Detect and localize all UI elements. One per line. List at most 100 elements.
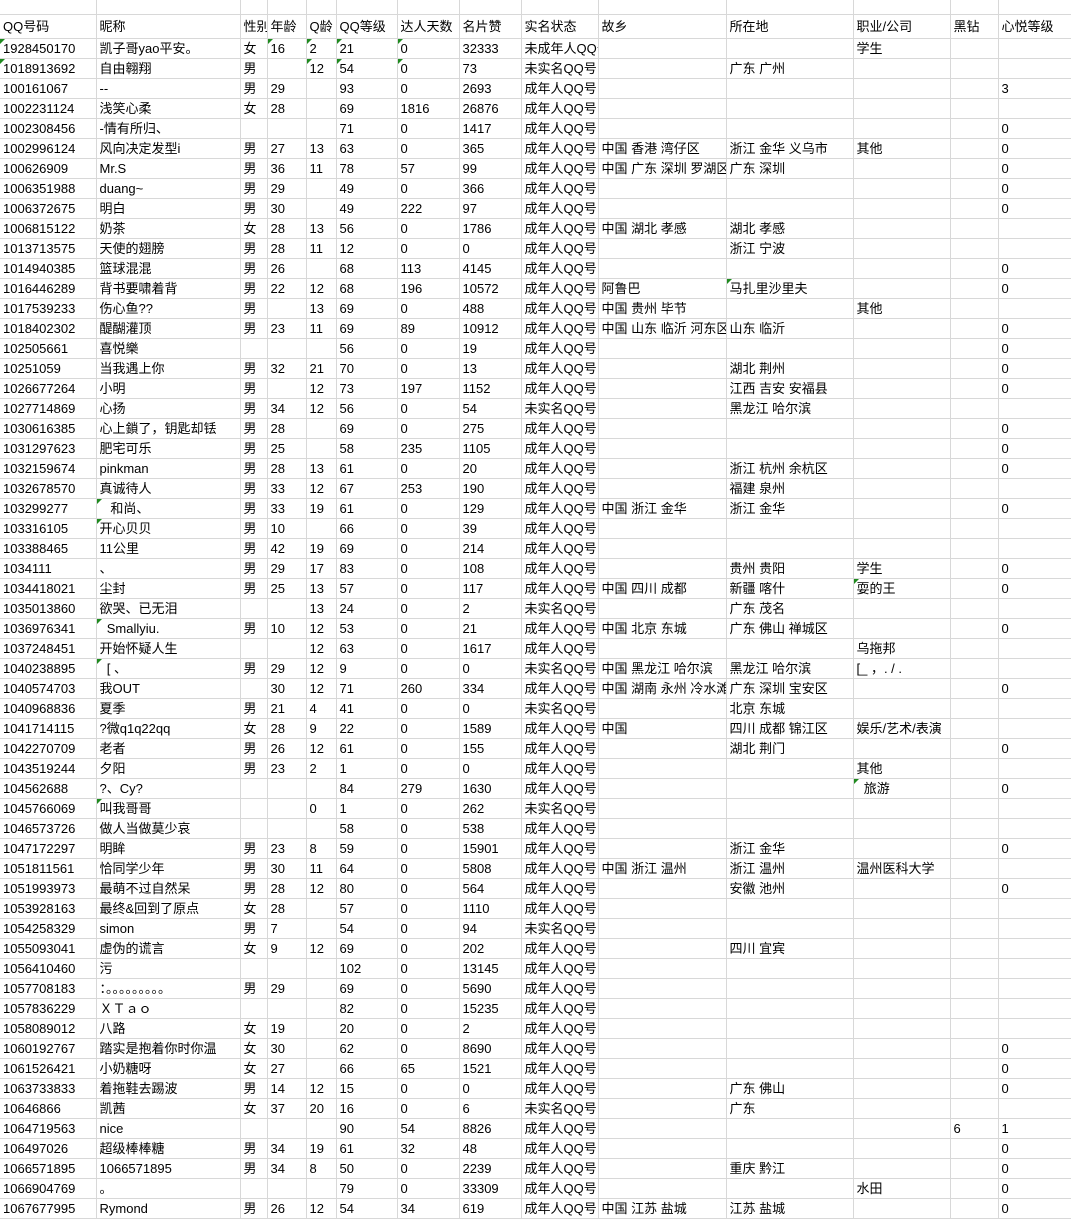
cell-xinyue[interactable] [998,918,1071,939]
cell-status[interactable]: 成年人QQ号 [521,258,599,279]
cell-job[interactable] [853,538,951,559]
cell-age[interactable] [267,338,307,359]
cell-nick[interactable]: [ 、 [96,658,241,679]
cell-location[interactable] [726,98,854,119]
cell-level[interactable]: 56 [336,338,398,359]
cell-xinyue[interactable] [998,218,1071,239]
cell-job[interactable] [853,318,951,339]
cell-diamond[interactable] [950,138,999,159]
cell-qage[interactable] [306,118,337,139]
cell-gender[interactable] [240,778,268,799]
cell-location[interactable] [726,978,854,999]
cell-level[interactable]: 69 [336,298,398,319]
cell-likes[interactable]: 2 [459,1018,522,1039]
cell-qq[interactable]: 1030616385 [0,418,97,439]
cell-job[interactable] [853,98,951,119]
cell-xinyue[interactable]: 0 [998,138,1071,159]
cell-xinyue[interactable] [998,658,1071,679]
cell-qq[interactable]: 1066904769 [0,1178,97,1199]
cell-qage[interactable]: 11 [306,238,337,259]
cell-diamond[interactable] [950,1158,999,1179]
cell-likes[interactable]: 2239 [459,1158,522,1179]
cell-hometown[interactable] [598,58,727,79]
cell-diamond[interactable] [950,678,999,699]
cell-status[interactable]: 未实名QQ号 [521,598,599,619]
cell-job[interactable] [853,798,951,819]
cell-xinyue[interactable] [998,758,1071,779]
cell-hometown[interactable]: 中国 江苏 盐城 [598,1198,727,1219]
cell-nick[interactable]: ?微q1q22qq [96,718,241,739]
cell-age[interactable]: 37 [267,1098,307,1119]
cell-age[interactable]: 33 [267,478,307,499]
cell-hometown[interactable]: 中国 湖北 孝感 [598,218,727,239]
cell-xinyue[interactable] [998,978,1071,999]
cell-qage[interactable]: 21 [306,358,337,379]
cell-age[interactable] [267,778,307,799]
cell-likes[interactable]: 0 [459,698,522,719]
cell-likes[interactable]: 10912 [459,318,522,339]
cell-qq[interactable]: 10646866 [0,1098,97,1119]
cell-location[interactable] [726,438,854,459]
cell-level[interactable]: 69 [336,318,398,339]
cell-qage[interactable] [306,178,337,199]
cell-gender[interactable]: 男 [240,458,268,479]
cell-job[interactable] [853,178,951,199]
cell-days[interactable]: 0 [397,578,460,599]
cell-likes[interactable]: 1589 [459,718,522,739]
cell-qq[interactable]: 1040574703 [0,678,97,699]
column-header-nick[interactable]: 昵称 [96,14,241,39]
cell-qage[interactable] [306,978,337,999]
cell-level[interactable]: 73 [336,378,398,399]
cell-location[interactable] [726,818,854,839]
cell-qage[interactable]: 11 [306,158,337,179]
cell-qage[interactable] [306,898,337,919]
cell-age[interactable]: 29 [267,558,307,579]
cell-days[interactable]: 0 [397,338,460,359]
cell-gender[interactable]: 女 [240,1018,268,1039]
cell-job[interactable] [853,518,951,539]
cell-gender[interactable]: 女 [240,1038,268,1059]
cell-hometown[interactable]: 中国 香港 湾仔区 [598,138,727,159]
cell-age[interactable]: 16 [267,38,307,59]
cell-location[interactable]: 湖北 孝感 [726,218,854,239]
cell-status[interactable]: 未实名QQ号 [521,918,599,939]
cell-likes[interactable]: 21 [459,618,522,639]
cell-qage[interactable]: 12 [306,378,337,399]
cell-gender[interactable]: 男 [240,738,268,759]
cell-location[interactable]: 黑龙江 哈尔滨 [726,658,854,679]
cell-gender[interactable]: 男 [240,398,268,419]
cell-days[interactable]: 34 [397,1198,460,1219]
cell-gender[interactable]: 女 [240,938,268,959]
cell-job[interactable] [853,278,951,299]
cell-days[interactable]: 260 [397,678,460,699]
cell-location[interactable] [726,1038,854,1059]
cell-hometown[interactable] [598,638,727,659]
cell-status[interactable]: 成年人QQ号 [521,958,599,979]
cell-likes[interactable]: 0 [459,658,522,679]
cell-level[interactable]: 67 [336,478,398,499]
cell-nick[interactable]: 小明 [96,378,241,399]
cell-days[interactable]: 0 [397,1038,460,1059]
cell-level[interactable]: 41 [336,698,398,719]
cell-level[interactable]: 80 [336,878,398,899]
cell-qage[interactable]: 12 [306,398,337,419]
cell-days[interactable]: 0 [397,298,460,319]
cell-status[interactable]: 成年人QQ号 [521,938,599,959]
cell-location[interactable] [726,118,854,139]
cell-likes[interactable]: 48 [459,1138,522,1159]
cell-gender[interactable]: 女 [240,98,268,119]
cell-job[interactable] [853,1078,951,1099]
cell-qq[interactable]: 1058089012 [0,1018,97,1039]
cell-qage[interactable]: 9 [306,718,337,739]
cell-age[interactable]: 28 [267,98,307,119]
cell-qq[interactable]: 1034111 [0,558,97,579]
cell-job[interactable] [853,238,951,259]
cell-qq[interactable]: 1042270709 [0,738,97,759]
cell-nick[interactable]: 叫我哥哥 [96,798,241,819]
cell-diamond[interactable]: 6 [950,1118,999,1139]
cell-xinyue[interactable]: 3 [998,78,1071,99]
cell-level[interactable]: 9 [336,658,398,679]
cell-gender[interactable]: 女 [240,1058,268,1079]
cell-level[interactable]: 82 [336,998,398,1019]
cell-likes[interactable]: 1152 [459,378,522,399]
